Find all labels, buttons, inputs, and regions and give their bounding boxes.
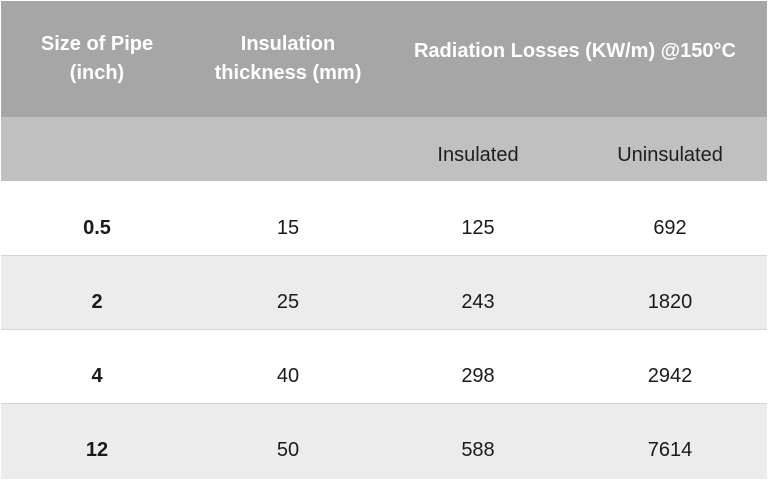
cell-insulated: 125 — [461, 216, 495, 239]
header-pipe-size: Size of Pipe (inch) — [1, 1, 193, 117]
header-insulated: Insulated — [437, 143, 519, 166]
cell-insulated: 298 — [461, 365, 495, 387]
cell-thickness: 15 — [276, 216, 300, 239]
header-insulation-line2: thickness (mm) — [214, 62, 362, 84]
table-header-primary: Size of Pipe (inch) Insulation thickness… — [1, 1, 767, 117]
header-pipe-size-line2: (inch) — [69, 62, 125, 84]
cell-insulated: 588 — [461, 439, 495, 461]
cell-uninsulated: 7614 — [647, 439, 693, 461]
cell-pipe-size: 12 — [85, 439, 109, 461]
cell-pipe-size: 0.5 — [83, 216, 111, 239]
cell-thickness: 25 — [276, 291, 300, 313]
header-insulation-line1: Insulation — [240, 33, 336, 55]
cell-uninsulated: 1820 — [647, 291, 693, 313]
cell-thickness: 50 — [276, 439, 300, 461]
table-row: 0.5 15 125 692 — [1, 181, 767, 255]
cell-insulated: 243 — [461, 291, 495, 313]
cell-uninsulated: 2942 — [647, 365, 693, 387]
cell-pipe-size: 4 — [91, 365, 103, 387]
header-blank-size — [1, 117, 193, 181]
table-row: 2 25 243 1820 — [1, 255, 767, 329]
header-blank-thickness — [193, 117, 383, 181]
table-row: 4 40 298 2942 — [1, 329, 767, 403]
header-pipe-size-line1: Size of Pipe — [40, 33, 154, 55]
header-insulation-thickness: Insulation thickness (mm) — [193, 1, 383, 117]
cell-thickness: 40 — [276, 365, 300, 387]
cell-pipe-size: 2 — [91, 291, 103, 313]
cell-uninsulated: 692 — [653, 216, 687, 239]
pipe-radiation-losses-table: Size of Pipe (inch) Insulation thickness… — [1, 1, 767, 479]
table-row: 12 50 588 7614 — [1, 403, 767, 479]
header-radiation-losses: Radiation Losses (KW/m) @150°C — [413, 39, 736, 62]
header-uninsulated: Uninsulated — [617, 143, 723, 166]
table-header-secondary: Insulated Uninsulated — [1, 117, 767, 181]
